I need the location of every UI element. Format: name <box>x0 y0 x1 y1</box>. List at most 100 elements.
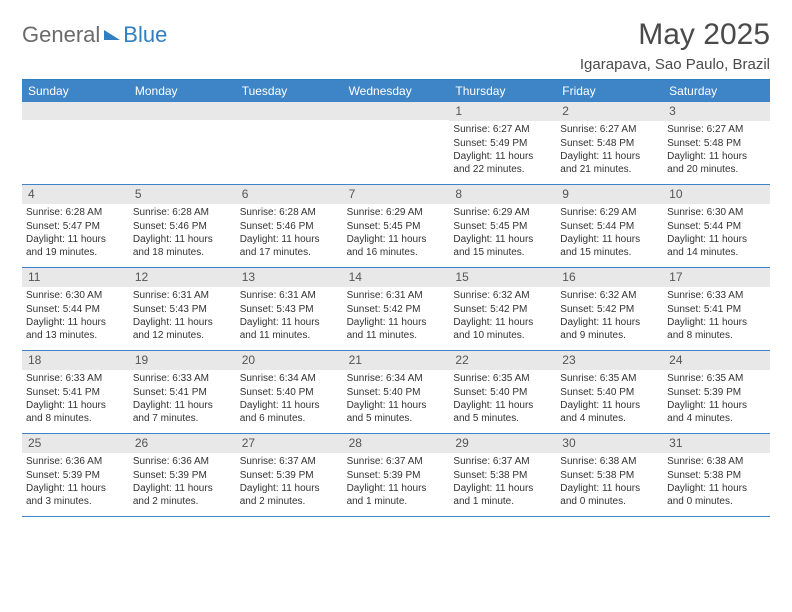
day-number: 9 <box>556 185 663 204</box>
sun-info-line: Daylight: 11 hours and 8 minutes. <box>26 400 125 425</box>
day-cell: 5Sunrise: 6:28 AMSunset: 5:46 PMDaylight… <box>129 185 236 267</box>
day-number <box>343 102 450 120</box>
week-row: 18Sunrise: 6:33 AMSunset: 5:41 PMDayligh… <box>22 351 770 434</box>
sun-info-line: Sunrise: 6:35 AM <box>667 373 766 386</box>
day-header: Saturday <box>663 80 770 102</box>
brand-triangle-icon <box>104 30 120 40</box>
brand-logo: GeneralBlue <box>22 18 167 48</box>
day-cell: 14Sunrise: 6:31 AMSunset: 5:42 PMDayligh… <box>343 268 450 350</box>
day-number: 28 <box>343 434 450 453</box>
day-number: 13 <box>236 268 343 287</box>
sun-info-line: Sunrise: 6:36 AM <box>133 456 232 469</box>
day-cell <box>236 102 343 184</box>
day-cell: 6Sunrise: 6:28 AMSunset: 5:46 PMDaylight… <box>236 185 343 267</box>
day-number: 19 <box>129 351 236 370</box>
sun-info-line: Daylight: 11 hours and 16 minutes. <box>347 234 446 259</box>
day-number: 29 <box>449 434 556 453</box>
day-cell: 10Sunrise: 6:30 AMSunset: 5:44 PMDayligh… <box>663 185 770 267</box>
sun-info-line: Daylight: 11 hours and 3 minutes. <box>26 483 125 508</box>
sun-info-line: Daylight: 11 hours and 7 minutes. <box>133 400 232 425</box>
sun-info-line: Sunrise: 6:32 AM <box>453 290 552 303</box>
sun-info-line: Sunrise: 6:27 AM <box>453 124 552 137</box>
calendar-page: GeneralBlue May 2025 Igarapava, Sao Paul… <box>0 0 792 527</box>
sun-info-line: Sunset: 5:48 PM <box>667 138 766 151</box>
sun-info-line: Daylight: 11 hours and 2 minutes. <box>133 483 232 508</box>
day-number: 31 <box>663 434 770 453</box>
day-cell: 9Sunrise: 6:29 AMSunset: 5:44 PMDaylight… <box>556 185 663 267</box>
sun-info-line: Sunset: 5:39 PM <box>240 470 339 483</box>
sun-info-line: Sunset: 5:45 PM <box>453 221 552 234</box>
month-title: May 2025 <box>580 18 770 52</box>
day-cell: 29Sunrise: 6:37 AMSunset: 5:38 PMDayligh… <box>449 434 556 516</box>
day-number: 30 <box>556 434 663 453</box>
page-header: GeneralBlue May 2025 Igarapava, Sao Paul… <box>22 18 770 73</box>
sun-info-line: Sunset: 5:48 PM <box>560 138 659 151</box>
sun-info-line: Sunset: 5:46 PM <box>133 221 232 234</box>
sun-info-line: Sunrise: 6:35 AM <box>560 373 659 386</box>
day-cell: 12Sunrise: 6:31 AMSunset: 5:43 PMDayligh… <box>129 268 236 350</box>
day-cell: 17Sunrise: 6:33 AMSunset: 5:41 PMDayligh… <box>663 268 770 350</box>
sun-info-line: Daylight: 11 hours and 0 minutes. <box>560 483 659 508</box>
day-cell: 28Sunrise: 6:37 AMSunset: 5:39 PMDayligh… <box>343 434 450 516</box>
day-number: 22 <box>449 351 556 370</box>
day-cell: 27Sunrise: 6:37 AMSunset: 5:39 PMDayligh… <box>236 434 343 516</box>
sun-info-line: Sunset: 5:46 PM <box>240 221 339 234</box>
day-cell: 1Sunrise: 6:27 AMSunset: 5:49 PMDaylight… <box>449 102 556 184</box>
sun-info-line: Daylight: 11 hours and 18 minutes. <box>133 234 232 259</box>
sun-info-line: Sunset: 5:41 PM <box>667 304 766 317</box>
day-number: 12 <box>129 268 236 287</box>
day-cell: 25Sunrise: 6:36 AMSunset: 5:39 PMDayligh… <box>22 434 129 516</box>
sun-info-line: Sunset: 5:47 PM <box>26 221 125 234</box>
day-cell: 31Sunrise: 6:38 AMSunset: 5:38 PMDayligh… <box>663 434 770 516</box>
sun-info-line: Sunrise: 6:27 AM <box>560 124 659 137</box>
sun-info-line: Sunset: 5:42 PM <box>347 304 446 317</box>
day-cell: 19Sunrise: 6:33 AMSunset: 5:41 PMDayligh… <box>129 351 236 433</box>
day-cell: 21Sunrise: 6:34 AMSunset: 5:40 PMDayligh… <box>343 351 450 433</box>
sun-info-line: Sunset: 5:40 PM <box>560 387 659 400</box>
sun-info-line: Sunrise: 6:32 AM <box>560 290 659 303</box>
sun-info-line: Sunset: 5:39 PM <box>347 470 446 483</box>
day-number: 27 <box>236 434 343 453</box>
day-number: 3 <box>663 102 770 121</box>
sun-info-line: Sunrise: 6:33 AM <box>26 373 125 386</box>
sun-info-line: Sunset: 5:44 PM <box>560 221 659 234</box>
sun-info-line: Sunset: 5:41 PM <box>26 387 125 400</box>
day-number: 16 <box>556 268 663 287</box>
day-cell: 22Sunrise: 6:35 AMSunset: 5:40 PMDayligh… <box>449 351 556 433</box>
sun-info-line: Daylight: 11 hours and 13 minutes. <box>26 317 125 342</box>
sun-info-line: Sunrise: 6:30 AM <box>26 290 125 303</box>
day-number: 21 <box>343 351 450 370</box>
sun-info-line: Daylight: 11 hours and 8 minutes. <box>667 317 766 342</box>
location-text: Igarapava, Sao Paulo, Brazil <box>580 56 770 73</box>
sun-info-line: Sunrise: 6:38 AM <box>560 456 659 469</box>
sun-info-line: Daylight: 11 hours and 11 minutes. <box>240 317 339 342</box>
day-number: 26 <box>129 434 236 453</box>
sun-info-line: Sunrise: 6:27 AM <box>667 124 766 137</box>
day-number: 8 <box>449 185 556 204</box>
day-header: Wednesday <box>343 80 450 102</box>
day-number: 20 <box>236 351 343 370</box>
day-header-row: Sunday Monday Tuesday Wednesday Thursday… <box>22 80 770 102</box>
sun-info-line: Daylight: 11 hours and 6 minutes. <box>240 400 339 425</box>
sun-info-line: Sunrise: 6:28 AM <box>26 207 125 220</box>
sun-info-line: Daylight: 11 hours and 4 minutes. <box>560 400 659 425</box>
sun-info-line: Sunrise: 6:28 AM <box>240 207 339 220</box>
day-cell: 16Sunrise: 6:32 AMSunset: 5:42 PMDayligh… <box>556 268 663 350</box>
sun-info-line: Sunrise: 6:33 AM <box>133 373 232 386</box>
day-number <box>236 102 343 120</box>
weeks-container: 1Sunrise: 6:27 AMSunset: 5:49 PMDaylight… <box>22 102 770 517</box>
day-cell: 8Sunrise: 6:29 AMSunset: 5:45 PMDaylight… <box>449 185 556 267</box>
sun-info-line: Sunrise: 6:37 AM <box>347 456 446 469</box>
sun-info-line: Sunrise: 6:35 AM <box>453 373 552 386</box>
day-cell: 30Sunrise: 6:38 AMSunset: 5:38 PMDayligh… <box>556 434 663 516</box>
day-number <box>129 102 236 120</box>
day-number: 7 <box>343 185 450 204</box>
sun-info-line: Sunset: 5:39 PM <box>667 387 766 400</box>
sun-info-line: Sunrise: 6:29 AM <box>560 207 659 220</box>
day-cell: 11Sunrise: 6:30 AMSunset: 5:44 PMDayligh… <box>22 268 129 350</box>
sun-info-line: Daylight: 11 hours and 15 minutes. <box>453 234 552 259</box>
sun-info-line: Sunset: 5:40 PM <box>453 387 552 400</box>
sun-info-line: Daylight: 11 hours and 0 minutes. <box>667 483 766 508</box>
sun-info-line: Sunset: 5:44 PM <box>26 304 125 317</box>
sun-info-line: Sunset: 5:39 PM <box>26 470 125 483</box>
